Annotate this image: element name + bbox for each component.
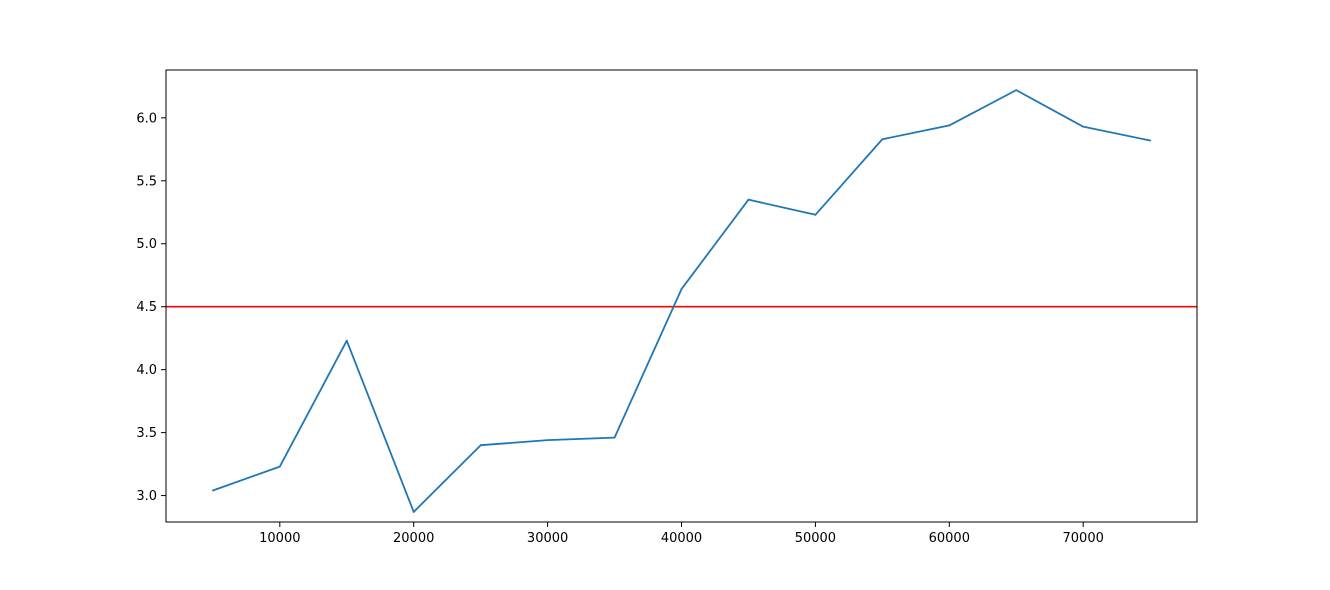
data-point bbox=[278, 465, 281, 468]
data-point bbox=[948, 124, 951, 127]
x-tick-label: 50000 bbox=[795, 531, 836, 546]
x-tick-label: 10000 bbox=[259, 531, 300, 546]
series-line bbox=[212, 89, 1151, 513]
y-axis: 3.0 3.5 4.0 4.5 5.0 5.5 6.0 bbox=[136, 111, 166, 504]
data-point bbox=[814, 213, 817, 216]
y-tick-label: 5.5 bbox=[136, 174, 157, 189]
y-tick-label: 3.5 bbox=[136, 426, 157, 441]
data-point bbox=[479, 444, 482, 447]
y-tick-label: 4.5 bbox=[136, 300, 157, 315]
y-tick-label: 6.0 bbox=[136, 111, 157, 126]
plot-frame bbox=[165, 69, 1198, 523]
data-point bbox=[747, 198, 750, 201]
data-point bbox=[1149, 139, 1152, 142]
data-point bbox=[546, 439, 549, 442]
y-tick-label: 4.0 bbox=[136, 363, 157, 378]
x-tick-label: 20000 bbox=[393, 531, 434, 546]
data-point bbox=[613, 436, 616, 439]
y-tick-label: 5.0 bbox=[136, 237, 157, 252]
x-tick-label: 60000 bbox=[929, 531, 970, 546]
y-tick-label: 3.0 bbox=[136, 489, 157, 504]
data-point bbox=[211, 489, 214, 492]
data-point bbox=[881, 138, 884, 141]
data-point bbox=[680, 288, 683, 290]
x-tick-label: 70000 bbox=[1063, 531, 1104, 546]
data-point bbox=[1015, 89, 1018, 92]
x-axis: 10000 20000 30000 40000 50000 60000 70000 bbox=[259, 522, 1104, 546]
data-point bbox=[1082, 125, 1085, 128]
x-tick-label: 40000 bbox=[661, 531, 702, 546]
data-point bbox=[345, 339, 348, 342]
x-tick-label: 30000 bbox=[527, 531, 568, 546]
series-lines bbox=[211, 89, 1152, 513]
data-point bbox=[412, 511, 415, 513]
